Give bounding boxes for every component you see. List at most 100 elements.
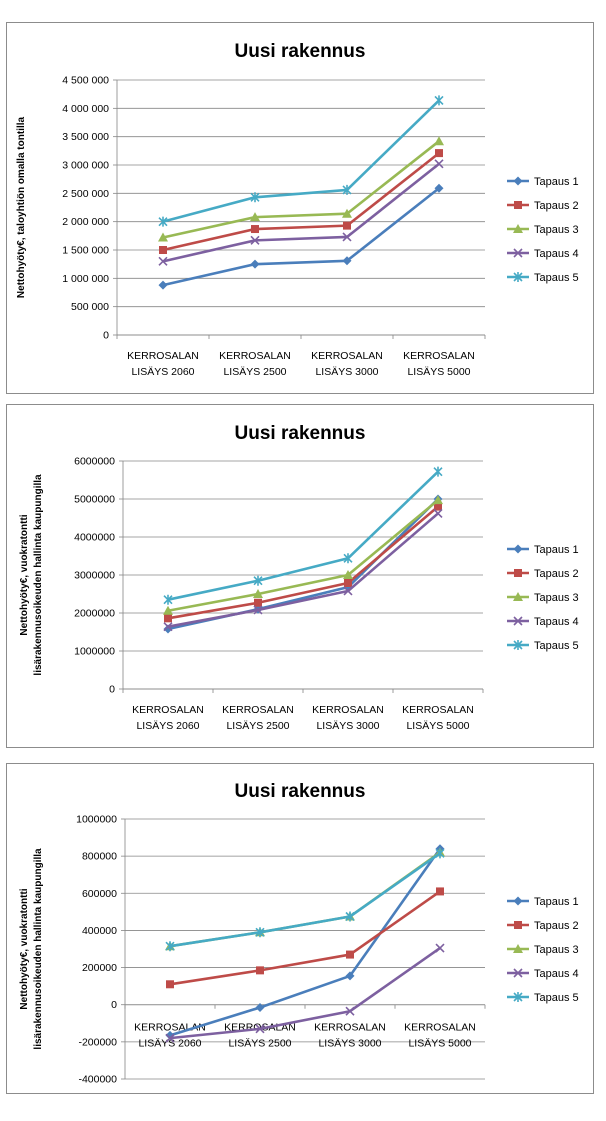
series-line — [169, 890, 441, 986]
category-label-line: KERROSALAN — [219, 350, 291, 362]
y-tick-label: 3000000 — [74, 570, 115, 582]
legend-entry: Tapaus 5 — [507, 272, 579, 284]
y-tick-label: 1000000 — [74, 646, 115, 658]
series-4 — [158, 159, 444, 266]
series-line — [167, 505, 439, 620]
y-tick-label: 4 000 000 — [62, 103, 109, 115]
category-label-line: KERROSALAN — [127, 350, 199, 362]
y-axis-label-line: lisärakennusoikeuden hallinta kaupungill… — [33, 474, 44, 676]
legend-marker — [513, 592, 523, 601]
y-axis-label-line: Nettohyöty€, vuokratontti — [19, 514, 30, 635]
legend-entry: Tapaus 3 — [507, 592, 579, 604]
series-5 — [165, 848, 445, 952]
category-label-line: LISÄYS 3000 — [315, 366, 378, 378]
legend-entry: Tapaus 1 — [507, 544, 579, 556]
data-point — [346, 950, 354, 959]
legend-label: Tapaus 5 — [534, 272, 579, 284]
y-axis-label-line: lisärakennusoikeuden hallinta kaupungill… — [33, 848, 44, 1050]
legend-entry: Tapaus 3 — [507, 944, 579, 956]
legend-entry: Tapaus 3 — [507, 224, 579, 236]
data-point — [255, 927, 265, 938]
category-label-line: KERROSALAN — [311, 350, 383, 362]
y-tick-label: 2 000 000 — [62, 216, 109, 228]
legend-marker — [513, 544, 523, 554]
legend-label: Tapaus 4 — [534, 968, 579, 980]
chart-2-svg: Uusi rakennus 0 1000000 2000000 3000000 40000… — [19, 423, 579, 732]
y-tick-label: 0 — [109, 684, 115, 696]
data-point — [164, 614, 172, 623]
y-tick-label: -400000 — [78, 1074, 117, 1086]
category-label: KERROSALAN LISÄYS 2060 — [132, 704, 204, 732]
y-axis-label-line: Nettohyöty€, taloyhtiön omalla tontilla — [16, 117, 27, 299]
series-line — [167, 499, 439, 612]
data-point — [250, 235, 260, 245]
y-tick-label: 1 000 000 — [62, 273, 109, 285]
y-tick-label: 0 — [103, 330, 109, 342]
series-line — [169, 852, 441, 948]
category-label-line: LISÄYS 2500 — [226, 720, 289, 732]
series-line — [169, 947, 441, 1040]
data-point — [251, 225, 259, 234]
chart-1-svg: Uusi rakennus 0 500 000 1 000 000 1 500 000 2… — [16, 41, 579, 378]
legend-entry: Tapaus 2 — [507, 920, 579, 932]
series-3 — [158, 136, 444, 242]
chart-title: Uusi rakennus — [235, 781, 366, 802]
legend-marker — [513, 224, 523, 233]
legend-marker — [513, 968, 523, 978]
y-tick-label: 400000 — [82, 925, 117, 937]
legend-entry: Tapaus 2 — [507, 568, 579, 580]
data-point — [250, 212, 260, 222]
data-point — [345, 1006, 355, 1016]
series-line — [162, 152, 440, 252]
legend-label: Tapaus 2 — [534, 920, 579, 932]
data-point — [165, 941, 175, 952]
legend-entry: Tapaus 1 — [507, 176, 579, 188]
category-label-line: LISÄYS 5000 — [406, 720, 469, 732]
series-4 — [163, 508, 443, 632]
category-label: KERROSALAN LISÄYS 2500 — [224, 1022, 296, 1050]
y-tick-label: 4000000 — [74, 532, 115, 544]
category-label: KERROSALAN LISÄYS 5000 — [403, 350, 475, 378]
legend-marker — [514, 921, 522, 929]
legend-label: Tapaus 5 — [534, 640, 579, 652]
data-point — [435, 943, 445, 953]
data-point — [345, 971, 355, 981]
data-point — [343, 586, 353, 596]
y-tick-label: 3 000 000 — [62, 160, 109, 172]
data-point — [433, 495, 443, 505]
legend-entry: Tapaus 5 — [507, 992, 579, 1004]
data-point — [165, 1033, 175, 1043]
category-label-line: LISÄYS 3000 — [316, 720, 379, 732]
data-point — [163, 605, 173, 615]
data-point — [166, 980, 174, 989]
data-point — [255, 1024, 265, 1034]
series-5 — [158, 95, 444, 227]
category-label: KERROSALAN LISÄYS 2060 — [127, 350, 199, 378]
category-label-line: LISÄYS 2060 — [136, 720, 199, 732]
legend-entry: Tapaus 4 — [507, 616, 579, 628]
legend-label: Tapaus 5 — [534, 992, 579, 1004]
category-label-line: KERROSALAN — [403, 350, 475, 362]
data-point — [345, 911, 355, 922]
y-tick-label: 1000000 — [76, 814, 117, 826]
data-point — [159, 246, 167, 254]
data-point — [255, 1003, 265, 1012]
legend-entry: Tapaus 4 — [507, 248, 579, 260]
data-point — [253, 575, 263, 586]
category-label: KERROSALAN LISÄYS 5000 — [404, 1022, 476, 1050]
series-2 — [166, 887, 444, 989]
series-line — [167, 470, 439, 601]
category-label-line: KERROSALAN — [222, 704, 294, 716]
data-point — [434, 183, 444, 193]
y-axis-label-line: Nettohyöty€, vuokratontti — [19, 888, 30, 1009]
legend-marker — [513, 640, 523, 650]
series-4 — [165, 943, 445, 1043]
legend-label: Tapaus 3 — [534, 224, 579, 236]
y-axis-label: Nettohyöty€, taloyhtiön omalla tontilla — [16, 117, 27, 299]
y-tick-label: 600000 — [82, 888, 117, 900]
category-label: KERROSALAN LISÄYS 2500 — [222, 704, 294, 732]
y-tick-label: 800000 — [82, 851, 117, 863]
category-label: KERROSALAN LISÄYS 5000 — [402, 704, 474, 732]
chart-2: Uusi rakennus 0 1000000 2000000 3000000 40000… — [6, 404, 594, 748]
legend-label: Tapaus 2 — [534, 568, 579, 580]
